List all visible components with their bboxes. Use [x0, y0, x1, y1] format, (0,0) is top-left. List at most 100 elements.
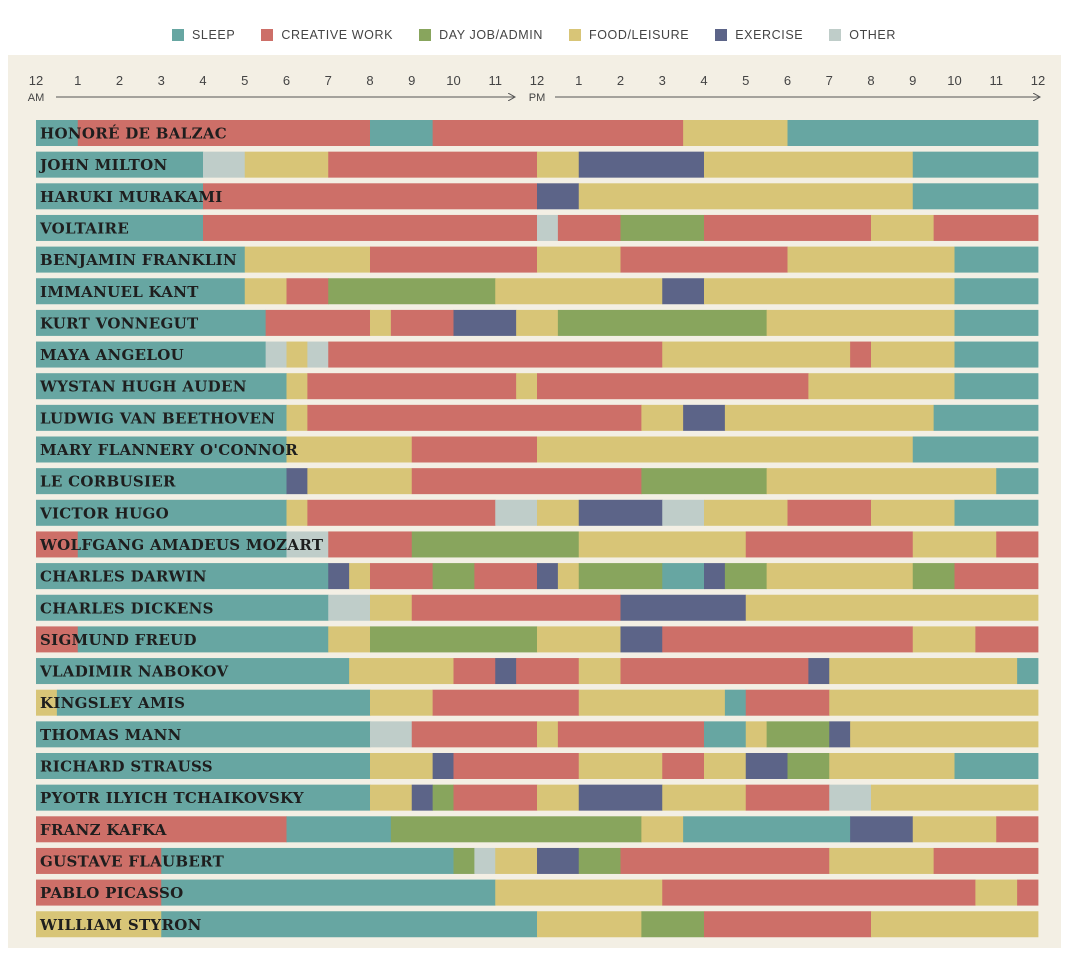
activity-segment [328, 151, 538, 178]
activity-segment [307, 468, 413, 495]
activity-segment [578, 753, 663, 779]
routine-row: SIGMUND FREUD [36, 626, 1039, 653]
pm-label: PM [529, 92, 546, 104]
activity-segment [453, 847, 475, 874]
person-name-label: VOLTAIRE [39, 219, 129, 237]
activity-segment [954, 278, 1039, 305]
activity-segment [286, 816, 392, 843]
legend-label: DAY JOB/ADMIN [439, 28, 543, 42]
activity-segment [516, 373, 538, 400]
activity-segment [370, 309, 392, 336]
legend-item-other: OTHER [829, 28, 896, 42]
activity-segment [537, 626, 621, 653]
activity-segment [328, 531, 413, 558]
person-name-label: LUDWIG VAN BEETHOVEN [40, 409, 275, 427]
activity-segment [871, 214, 935, 241]
person-name-label: CHARLES DICKENS [40, 599, 214, 617]
person-name-label: SIGMUND FREUD [40, 631, 197, 649]
activity-segment [36, 594, 329, 621]
activity-segment [704, 563, 726, 590]
activity-segment [745, 753, 788, 779]
activity-segment [704, 278, 955, 305]
activity-segment [161, 847, 454, 874]
activity-segment [537, 563, 559, 590]
person-name-label: WOLFGANG AMADEUS MOZART [39, 536, 324, 554]
activity-segment [724, 689, 747, 716]
person-name-label: IMMANUEL KANT [40, 283, 199, 301]
routine-row: KURT VONNEGUT [36, 309, 1039, 336]
routine-row: VLADIMIR NABOKOV [36, 658, 1039, 685]
routine-row: THOMAS MANN [36, 721, 1039, 748]
activity-segment [912, 531, 997, 558]
person-name-label: VLADIMIR NABOKOV [39, 663, 228, 681]
activity-segment [578, 531, 747, 558]
activity-segment [516, 309, 559, 336]
activity-segment [36, 721, 371, 748]
activity-segment [474, 563, 538, 590]
activity-segment [370, 721, 413, 748]
person-name-label: MAYA ANGELOU [40, 346, 184, 364]
activity-segment [432, 784, 454, 811]
am-label: AM [28, 92, 45, 104]
person-name-label: MARY FLANNERY O'CONNOR [40, 441, 298, 459]
person-name-label: JOHN MILTON [38, 156, 167, 174]
person-name-label: GUSTAVE FLAUBERT [40, 852, 225, 870]
person-name-label: RICHARD STRAUSS [40, 758, 213, 776]
activity-segment [328, 563, 350, 590]
activity-segment [286, 341, 308, 368]
activity-segment [557, 563, 580, 590]
activity-segment [745, 721, 768, 748]
activity-segment [933, 404, 1039, 431]
activity-segment [641, 468, 768, 495]
activity-segment [77, 120, 371, 146]
activity-segment [432, 689, 580, 716]
activity-segment [620, 246, 788, 273]
activity-segment [537, 373, 809, 400]
hour-tick-label: 6 [784, 73, 791, 88]
activity-segment [370, 563, 434, 590]
activity-segment [912, 151, 1039, 178]
activity-segment [36, 689, 58, 716]
person-name-label: CHARLES DARWIN [40, 568, 207, 586]
activity-segment [871, 499, 955, 526]
activity-segment [537, 151, 580, 178]
hour-tick-label: 9 [909, 73, 916, 88]
hour-tick-label: 10 [446, 73, 460, 88]
activity-segment [286, 499, 308, 526]
legend-label: FOOD/LEISURE [588, 28, 690, 42]
activity-segment [203, 151, 246, 178]
activity-segment [495, 499, 538, 526]
routine-row: WOLFGANG AMADEUS MOZART [36, 531, 1039, 558]
person-name-label: KURT VONNEGUT [40, 314, 199, 332]
legend-item-day-job-admin: DAY JOB/ADMIN [419, 28, 543, 42]
activity-segment [808, 373, 955, 400]
hour-tick-label: 3 [158, 73, 165, 88]
activity-segment [912, 816, 997, 843]
activity-segment [36, 658, 350, 685]
activity-segment [954, 246, 1039, 273]
activity-segment [453, 753, 580, 779]
activity-segment [495, 879, 663, 906]
activity-segment [662, 499, 705, 526]
routine-row: MAYA ANGELOU [36, 341, 1039, 368]
activity-segment [432, 753, 454, 779]
hour-tick-label: 7 [325, 73, 332, 88]
activity-segment [411, 436, 538, 463]
routine-row: JOHN MILTON [36, 151, 1039, 178]
activity-segment [683, 404, 726, 431]
activity-segment [787, 499, 872, 526]
routine-row: LUDWIG VAN BEETHOVEN [36, 404, 1039, 431]
activity-segment [662, 563, 705, 590]
activity-segment [662, 341, 851, 368]
routine-row: KINGSLEY AMIS [36, 689, 1039, 716]
activity-segment [829, 753, 955, 779]
activity-segment [36, 847, 162, 874]
person-name-label: KINGSLEY AMIS [40, 694, 185, 712]
legend-label: SLEEP [192, 28, 236, 42]
legend-label: OTHER [849, 28, 896, 42]
hour-tick-label: 12 [29, 73, 43, 88]
routine-row: HARUKI MURAKAMI [36, 183, 1039, 210]
activity-segment [36, 341, 267, 368]
activity-segment [474, 847, 496, 874]
